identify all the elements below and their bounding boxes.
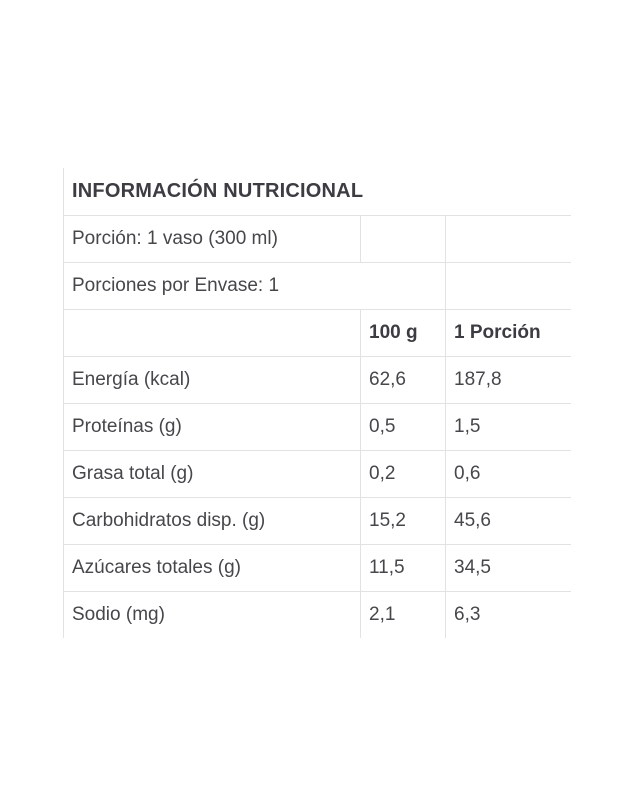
- nutrition-facts-table: INFORMACIÓN NUTRICIONAL Porción: 1 vaso …: [63, 168, 571, 638]
- value-per-100g: 2,1: [360, 591, 446, 638]
- table-row-carbohidratos: Carbohidratos disp. (g) 15,2 45,6: [63, 497, 571, 544]
- value-per-100g: 11,5: [360, 544, 446, 591]
- nutrient-label: Grasa total (g): [72, 462, 194, 484]
- value-per-portion: 187,8: [444, 356, 571, 403]
- servings-per-container-row: Porciones por Envase: 1: [63, 262, 571, 309]
- value-per-portion: 1,5: [444, 403, 571, 450]
- column-header-100g: 100 g: [360, 309, 446, 356]
- nutrient-label: Proteínas (g): [72, 415, 182, 437]
- nutrient-label: Carbohidratos disp. (g): [72, 509, 266, 531]
- servings-per-container-label: Porciones por Envase: 1: [72, 274, 280, 296]
- value-per-100g: 62,6: [360, 356, 446, 403]
- table-row-energia: Energía (kcal) 62,6 187,8: [63, 356, 571, 403]
- value-per-portion: 34,5: [444, 544, 571, 591]
- empty-cell: [444, 215, 571, 262]
- serving-size-label: Porción: 1 vaso (300 ml): [72, 227, 278, 249]
- serving-size-row: Porción: 1 vaso (300 ml): [63, 215, 571, 262]
- empty-cell: [360, 215, 446, 262]
- table-row-sodio: Sodio (mg) 2,1 6,3: [63, 591, 571, 638]
- table-row-proteinas: Proteínas (g) 0,5 1,5: [63, 403, 571, 450]
- value-per-100g: 15,2: [360, 497, 446, 544]
- empty-cell: [444, 262, 571, 309]
- nutrient-label: Sodio (mg): [72, 603, 165, 625]
- column-header-portion: 1 Porción: [444, 309, 571, 356]
- table-title: INFORMACIÓN NUTRICIONAL: [72, 179, 364, 202]
- nutrient-label: Azúcares totales (g): [72, 556, 241, 578]
- column-header-row: 100 g 1 Porción: [63, 309, 571, 356]
- value-per-portion: 0,6: [444, 450, 571, 497]
- value-per-portion: 6,3: [444, 591, 571, 638]
- table-row-grasa-total: Grasa total (g) 0,2 0,6: [63, 450, 571, 497]
- table-row-azucares: Azúcares totales (g) 11,5 34,5: [63, 544, 571, 591]
- title-row: INFORMACIÓN NUTRICIONAL: [64, 168, 571, 215]
- nutrient-label: Energía (kcal): [72, 368, 191, 390]
- empty-cell: [64, 309, 361, 356]
- value-per-100g: 0,2: [360, 450, 446, 497]
- value-per-portion: 45,6: [444, 497, 571, 544]
- value-per-100g: 0,5: [360, 403, 446, 450]
